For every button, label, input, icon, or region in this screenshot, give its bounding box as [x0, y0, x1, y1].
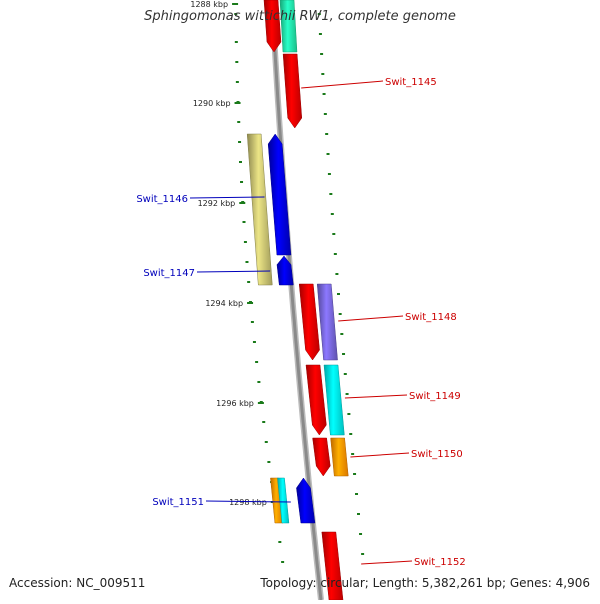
gene-leader-line	[301, 80, 384, 89]
ruler-label: 1296 kbp	[216, 399, 254, 408]
accession-text: Accession: NC_009511	[9, 576, 146, 590]
gene-label: Swit_1148	[405, 312, 457, 323]
genome-summary-text: Topology: circular; Length: 5,382,261 bp…	[260, 576, 590, 590]
gene-leader-line	[205, 500, 291, 503]
khaki-feature	[246, 133, 273, 286]
cyan-feature	[323, 364, 345, 436]
gene-leader-line	[189, 196, 265, 199]
gene-leader-line	[338, 315, 404, 322]
gene-leader-line	[350, 452, 410, 458]
gene-swit-1145	[282, 53, 303, 129]
gene-label: Swit_1150	[411, 449, 463, 460]
ruler-label: 1288 kbp	[190, 0, 228, 9]
gene-label: Swit_1151	[152, 497, 204, 508]
ruler-label: 1294 kbp	[205, 299, 243, 308]
gene-swit-1146	[267, 133, 292, 256]
orange-feature	[330, 437, 349, 477]
genome-title: Sphingomonas wittichii RW1, complete gen…	[144, 9, 456, 24]
gene-swit-1150	[312, 437, 331, 477]
gene-swit-1148	[298, 283, 320, 361]
gene-leader-line	[361, 560, 413, 565]
ruler-label: 1292 kbp	[198, 199, 236, 208]
gene-swit-1151	[296, 477, 316, 524]
ruler-label: 1298 kbp	[229, 498, 267, 507]
gene-label: Swit_1149	[409, 391, 461, 402]
gene-label: Swit_1147	[143, 268, 195, 279]
gene-swit-1147	[276, 255, 294, 286]
gene-leader-line	[196, 270, 271, 273]
gene-label: Swit_1145	[385, 77, 437, 88]
gene-label: Swit_1146	[136, 194, 188, 205]
gene-leader-line	[344, 394, 408, 399]
gene-label: Swit_1152	[414, 557, 466, 568]
purple-feature	[316, 283, 338, 361]
cyan-feature-small	[277, 477, 290, 524]
gene-swit-1149	[305, 364, 327, 436]
teal-feature-top	[279, 0, 298, 53]
gene-top-forward	[263, 0, 282, 53]
ruler-label: 1290 kbp	[193, 99, 231, 108]
